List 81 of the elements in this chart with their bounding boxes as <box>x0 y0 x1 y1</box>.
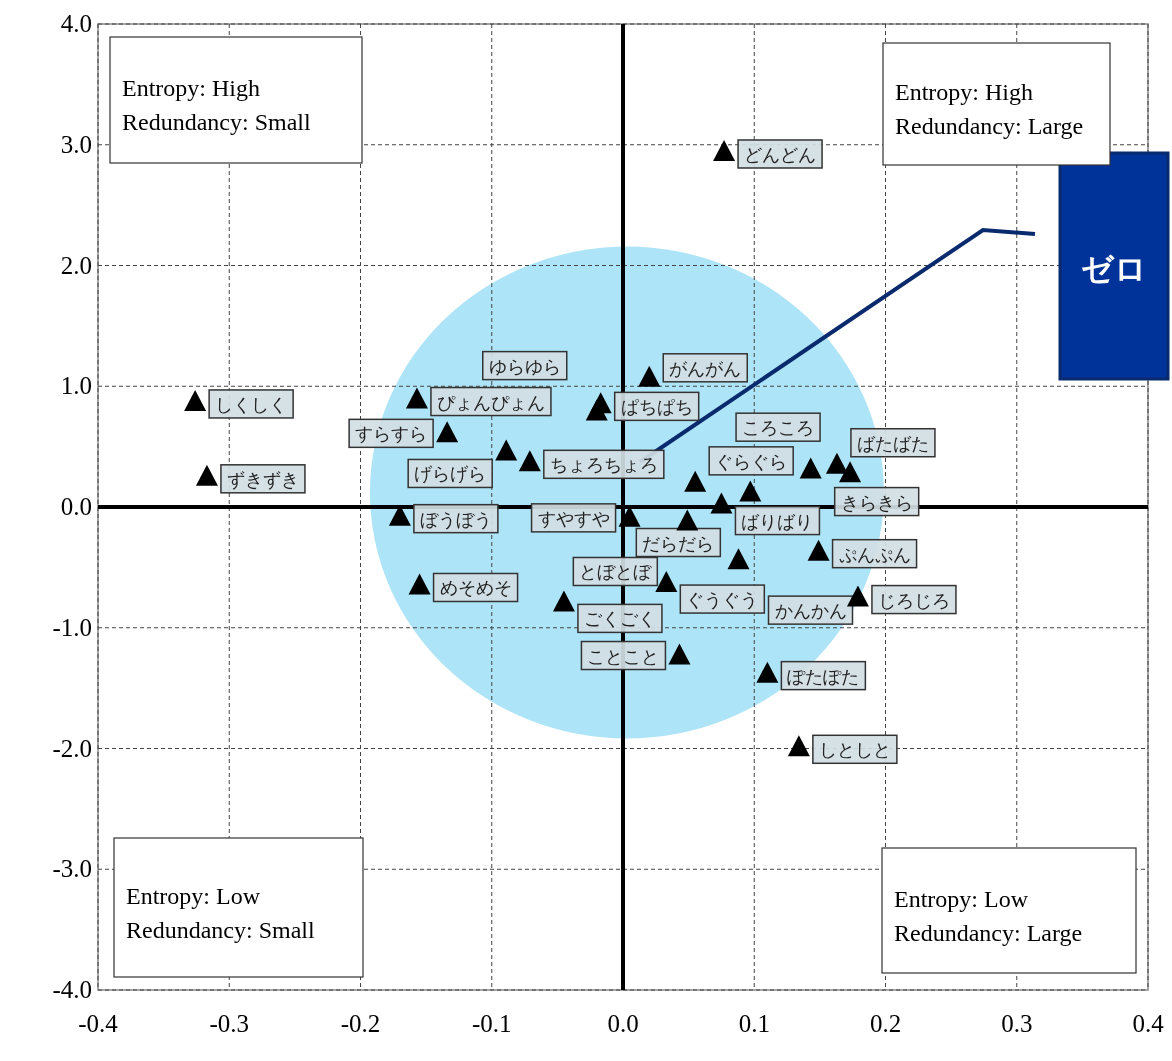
x-tick-label: 0.4 <box>1132 1010 1165 1037</box>
annotation: とぼとぼ <box>579 561 653 583</box>
x-tick-label: 0.3 <box>1001 1010 1033 1037</box>
x-tick-label: -0.1 <box>471 1010 512 1037</box>
point <box>727 548 750 570</box>
point <box>638 365 661 387</box>
y-tick-label: 3.0 <box>60 130 92 158</box>
point <box>799 457 822 479</box>
point <box>684 470 707 492</box>
annotation: ぼうぼう <box>419 508 492 530</box>
annotation: Redundancy: Large <box>894 919 1083 946</box>
y-tick-label: 4.0 <box>60 10 92 37</box>
x-tick-label: -0.2 <box>340 1010 381 1037</box>
annotation: ゆらゆら <box>488 355 561 377</box>
point <box>710 492 733 514</box>
x-tick-label: 0.2 <box>869 1010 902 1037</box>
annotation: ことこと <box>587 645 660 667</box>
annotation: ぱちぱち <box>620 396 693 418</box>
point <box>195 464 218 486</box>
y-tick-label: 1.0 <box>60 372 92 400</box>
annotation: だらだら <box>642 532 715 554</box>
annotation: ぷんぷん <box>838 543 911 565</box>
point <box>436 421 459 443</box>
annotation: どんどん <box>744 143 817 165</box>
annotation: ばたばた <box>856 432 929 454</box>
annotation: げらげら <box>414 463 487 485</box>
point <box>495 439 518 461</box>
y-tick-label: -1.0 <box>52 613 92 641</box>
annotation: ごくごく <box>583 608 656 630</box>
y-tick-label: -4.0 <box>52 976 92 1003</box>
annotation: しとしと <box>818 739 891 761</box>
annotation: ころころ <box>742 417 815 439</box>
annotation: きらきら <box>840 491 913 513</box>
annotation: Redundancy: Small <box>122 109 311 135</box>
point <box>405 387 428 409</box>
point <box>756 661 779 683</box>
annotation: めそめそ <box>439 577 512 599</box>
point <box>787 735 810 757</box>
point <box>184 389 207 411</box>
annotation: ばりばり <box>741 510 814 532</box>
point <box>807 539 830 561</box>
annotation: ゼロ <box>1081 250 1147 288</box>
annotation: かんかん <box>774 600 847 622</box>
point <box>713 140 736 161</box>
annotation: ぐらぐら <box>715 450 788 472</box>
annotation: ずきずき <box>226 468 299 490</box>
annotation: Entropy: Low <box>894 885 1029 912</box>
annotation: すらすら <box>355 423 428 445</box>
x-tick-label: -0.4 <box>78 1010 119 1037</box>
annotation: Entropy: High <box>895 79 1033 105</box>
annotation: すやすや <box>537 507 610 529</box>
annotation: じろじろ <box>877 589 950 611</box>
annotation: Entropy: Low <box>126 882 261 909</box>
x-tick-label: -0.3 <box>209 1010 250 1037</box>
annotation: ぽたぽた <box>787 665 860 687</box>
point <box>839 461 862 483</box>
y-tick-label: -2.0 <box>52 734 92 762</box>
annotation: Redundancy: Large <box>895 113 1084 139</box>
point <box>846 585 869 607</box>
y-tick-label: 0.0 <box>60 493 92 520</box>
x-tick-label: 0.0 <box>607 1010 639 1037</box>
annotation: ぴょんぴょん <box>436 391 545 413</box>
point <box>589 392 612 414</box>
point <box>825 452 848 474</box>
point <box>408 573 431 595</box>
annotation: Entropy: High <box>122 75 260 101</box>
y-tick-label: 2.0 <box>60 251 92 279</box>
point <box>388 504 411 526</box>
annotation: ぐうぐう <box>686 589 759 611</box>
annotation: Redundancy: Small <box>126 916 315 943</box>
y-tick-label: -3.0 <box>52 855 92 883</box>
point <box>552 590 575 612</box>
annotation: がんがん <box>669 357 742 379</box>
annotation: ちょろちょろ <box>549 454 658 476</box>
point <box>676 509 699 531</box>
point <box>518 450 541 472</box>
point <box>655 571 678 593</box>
annotation: しくしく <box>215 393 288 415</box>
point <box>739 480 762 502</box>
x-tick-label: 0.1 <box>738 1010 770 1037</box>
point <box>668 643 691 665</box>
